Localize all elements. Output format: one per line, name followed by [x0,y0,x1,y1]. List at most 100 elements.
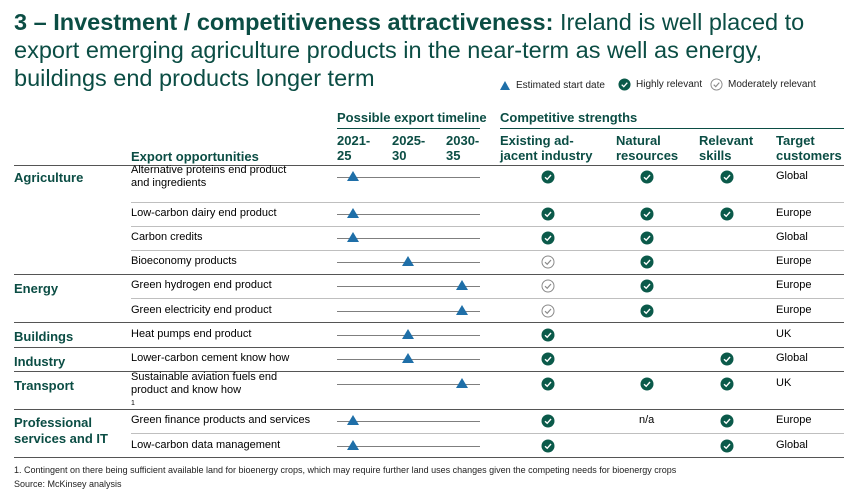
target-customer: Europe [776,207,812,219]
category-industry: Industry [14,354,66,369]
check-outline-icon [541,255,555,269]
col-existing-header: Existing ad-jacent industry [500,133,593,163]
check-filled-icon [640,231,654,245]
opportunity-label: Alternative proteins end product and ingr… [131,164,321,190]
opportunity-label: Low-carbon data management [131,439,321,452]
title-rest: Ireland is well placed to export emergin… [14,9,805,91]
opportunity-label-line: Low-carbon dairy end product [131,207,277,219]
target-customer: Global [776,231,808,243]
opportunity-label-line: Green finance products and services [131,414,311,426]
row-divider [14,409,844,410]
footnote-marker: 1 [131,400,135,407]
export-opps-header: Export opportunities [131,149,259,164]
opportunity-label-line: Heat pumps end product [131,328,252,340]
target-customer: Europe [776,414,812,426]
check-filled-icon [541,377,555,391]
check-filled-icon [541,414,555,428]
check-filled-icon [640,207,654,221]
opportunity-label: Carbon credits [131,231,321,244]
footnote: 1. Contingent on there being sufficient … [14,465,677,475]
check-filled-icon [640,304,654,318]
start-date-triangle-icon [347,232,359,242]
target-customer: UK [776,377,792,389]
opportunity-label: Lower-carbon cement know how [131,352,321,365]
strengths-group-rule [500,128,844,129]
opportunity-label: Green finance products and services [131,414,321,427]
row-divider [14,371,844,372]
opportunity-label-line: Carbon credits [131,231,203,243]
opportunity-label-line: Green electricity end product [131,304,272,316]
col-2021-header: 2021- 25 [337,133,371,163]
opportunity-label-line: Alternative proteins end product [131,164,287,176]
opportunity-label-line: Low-carbon data management [131,439,281,451]
title-bold: 3 – Investment / competitiveness attract… [14,9,554,35]
opportunity-label: Green hydrogen end product [131,279,321,292]
row-divider [14,457,844,458]
timeline-line [337,384,480,385]
legend-highly-label: Highly relevant [636,79,703,90]
target-customer: Global [776,352,808,364]
strengths-group-header: Competitive strengths [500,110,638,125]
legend-moderately: Moderately relevant [710,78,816,91]
timeline-line [337,286,480,287]
timeline-group-header: Possible export timeline [337,110,487,125]
row-divider [131,298,844,299]
target-customer: Europe [776,304,812,316]
legend-estimated-label: Estimated start date [516,80,605,91]
start-date-triangle-icon [402,353,414,363]
legend-moderately-label: Moderately relevant [728,79,816,90]
category-buildings: Buildings [14,329,74,344]
opportunity-label-line: Lower-carbon cement know how [131,352,290,364]
timeline-line [337,446,480,447]
opportunity-label-line: product and know how [131,384,242,396]
category-energy: Energy [14,281,59,296]
timeline-line [337,421,480,422]
col-natural-header: Natural resources [616,133,679,163]
check-filled-icon [640,279,654,293]
col-2025-header: 2025- 30 [392,133,426,163]
source-note: Source: McKinsey analysis [14,479,122,489]
check-outline-icon [541,279,555,293]
check-filled-icon [541,231,555,245]
start-date-triangle-icon [456,378,468,388]
check-filled-icon [541,207,555,221]
opportunity-label-line: Green hydrogen end product [131,279,272,291]
start-date-triangle-icon [347,440,359,450]
start-date-triangle-icon [347,415,359,425]
check-filled-icon [720,377,734,391]
category-transport: Transport [14,378,74,393]
row-divider [131,202,844,203]
target-customer: Global [776,170,808,182]
start-date-triangle-icon [402,256,414,266]
legend-estimated: Estimated start date [500,80,605,91]
opportunity-label: Heat pumps end product [131,328,321,341]
timeline-line [337,311,480,312]
page-title: 3 – Investment / competitiveness attract… [14,8,814,92]
check-outline-icon [541,304,555,318]
col-skills-header: Relevant skills [699,133,754,163]
row-divider [14,274,844,275]
col-2030-header: 2030- 35 [446,133,480,163]
check-filled-icon [720,207,734,221]
row-divider [131,433,844,434]
col-target-header: Target customers [776,133,842,163]
header-divider [14,165,844,166]
opportunity-label: Low-carbon dairy end product [131,207,321,220]
target-customer: Global [776,439,808,451]
start-date-triangle-icon [456,280,468,290]
check-filled-icon [720,414,734,428]
check-filled-icon [541,328,555,342]
row-divider [131,250,844,251]
opportunity-label: Bioeconomy products [131,255,321,268]
check-filled-icon [720,439,734,453]
timeline-line [337,177,480,178]
timeline-group-rule [337,128,480,129]
start-date-triangle-icon [347,208,359,218]
check-outline-icon [710,78,723,91]
check-filled-icon [541,170,555,184]
check-filled-icon [618,78,631,91]
check-filled-icon [541,352,555,366]
timeline-line [337,238,480,239]
row-divider [14,347,844,348]
target-customer: Europe [776,255,812,267]
